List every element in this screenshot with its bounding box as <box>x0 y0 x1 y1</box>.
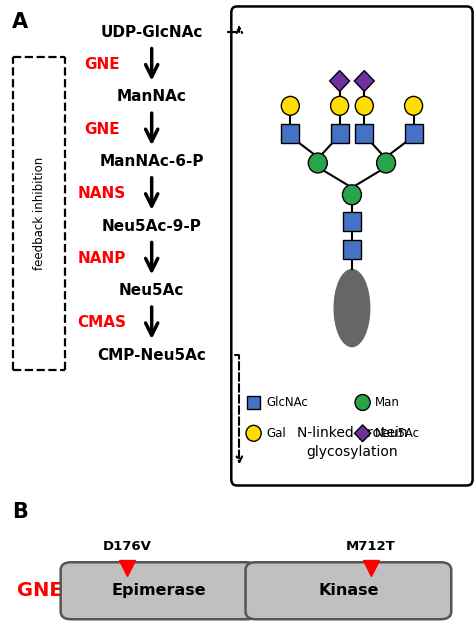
Text: CMAS: CMAS <box>77 316 127 330</box>
FancyBboxPatch shape <box>282 124 300 143</box>
Text: Neu5Ac-9-P: Neu5Ac-9-P <box>102 219 201 233</box>
Circle shape <box>405 96 423 115</box>
Text: NANP: NANP <box>78 251 126 266</box>
Text: A: A <box>12 13 28 33</box>
Text: feedback inhibition: feedback inhibition <box>33 157 46 270</box>
Text: D176V: D176V <box>103 540 152 554</box>
Text: ManNAc: ManNAc <box>117 89 187 104</box>
Text: CMP-Neu5Ac: CMP-Neu5Ac <box>97 348 206 363</box>
Text: GNE: GNE <box>18 581 63 600</box>
FancyBboxPatch shape <box>61 562 257 620</box>
Text: B: B <box>12 502 27 522</box>
Text: M712T: M712T <box>346 540 395 554</box>
Circle shape <box>342 185 362 204</box>
FancyBboxPatch shape <box>343 240 361 259</box>
FancyBboxPatch shape <box>246 562 451 620</box>
Text: Gal: Gal <box>267 427 287 440</box>
Text: GNE: GNE <box>84 121 120 136</box>
FancyBboxPatch shape <box>356 124 373 143</box>
Text: GNE: GNE <box>84 57 120 72</box>
Polygon shape <box>330 70 350 91</box>
Text: ManNAc-6-P: ManNAc-6-P <box>100 154 204 169</box>
Text: Man: Man <box>374 396 399 409</box>
Text: Kinase: Kinase <box>318 583 379 598</box>
Text: NANS: NANS <box>78 186 126 201</box>
FancyBboxPatch shape <box>343 212 361 231</box>
Text: N-linked protein
glycosylation: N-linked protein glycosylation <box>297 426 407 459</box>
Text: GlcNAc: GlcNAc <box>267 396 309 409</box>
Text: Epimerase: Epimerase <box>111 583 206 598</box>
Circle shape <box>246 425 261 442</box>
Polygon shape <box>355 425 371 442</box>
Circle shape <box>376 153 396 173</box>
Circle shape <box>282 96 300 115</box>
FancyBboxPatch shape <box>405 124 423 143</box>
Ellipse shape <box>334 270 370 347</box>
FancyBboxPatch shape <box>231 6 473 486</box>
FancyBboxPatch shape <box>331 124 348 143</box>
Circle shape <box>355 96 374 115</box>
Circle shape <box>355 394 370 411</box>
Circle shape <box>331 96 349 115</box>
FancyBboxPatch shape <box>247 396 260 409</box>
Circle shape <box>309 153 328 173</box>
Polygon shape <box>354 70 374 91</box>
Text: Neu5Ac: Neu5Ac <box>119 283 184 298</box>
Text: Neu5Ac: Neu5Ac <box>374 427 419 440</box>
Text: UDP-GlcNAc: UDP-GlcNAc <box>100 25 203 40</box>
